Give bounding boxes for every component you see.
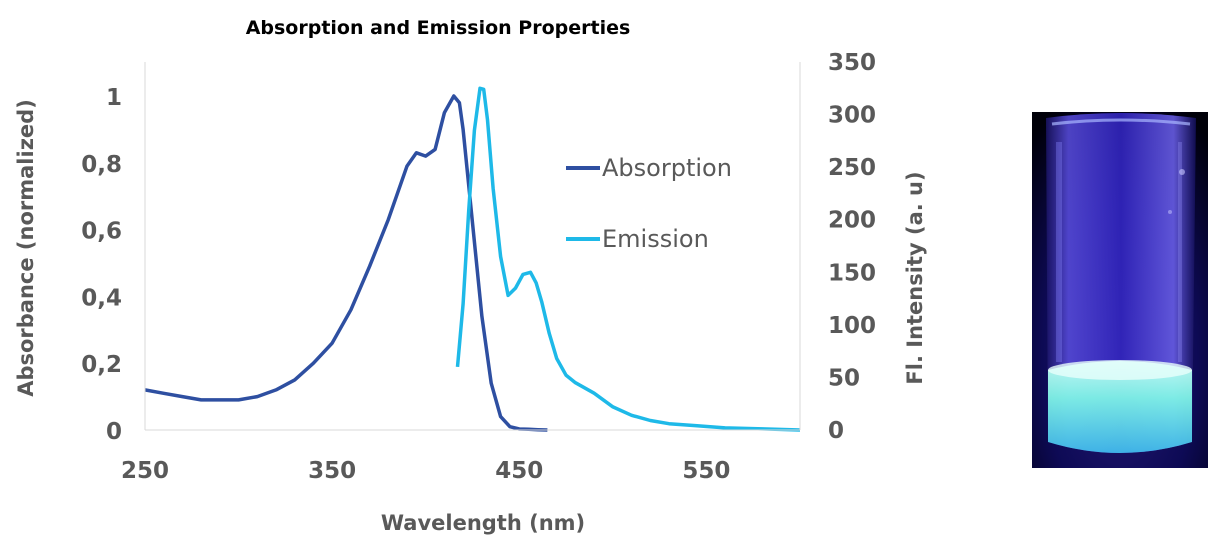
x-tick-label: 350 xyxy=(308,458,356,484)
x-tick-labels: 250 350 450 550 xyxy=(121,458,730,484)
legend-absorption-label: Absorption xyxy=(602,154,732,182)
x-axis-label: Wavelength (nm) xyxy=(381,511,585,535)
y2-tick-label: 150 xyxy=(828,260,876,286)
y-tick-label: 0 xyxy=(106,419,122,445)
y-tick-label: 0,4 xyxy=(81,285,122,311)
y-tick-label: 1 xyxy=(106,85,122,111)
x-tick-label: 250 xyxy=(121,458,169,484)
y2-tick-label: 100 xyxy=(828,313,876,339)
y2-tick-label: 300 xyxy=(828,103,876,129)
y-tick-label: 0,2 xyxy=(81,352,122,378)
legend-emission-label: Emission xyxy=(602,225,709,253)
y2-tick-labels: 0 50 100 150 200 250 300 350 xyxy=(828,50,876,444)
x-tick-label: 550 xyxy=(682,458,730,484)
series-line-emission xyxy=(455,86,801,432)
uv-fluorescent-vial-photo xyxy=(1032,112,1208,468)
chart-title: Absorption and Emission Properties xyxy=(246,17,631,39)
y2-tick-label: 250 xyxy=(828,155,876,181)
y2-axis-label: Fl. Intensity (a. u) xyxy=(903,171,927,384)
y-tick-labels: 0 0,2 0,4 0,6 0,8 1 xyxy=(81,85,122,445)
absorption-emission-chart: Absorption and Emission Properties 250 35… xyxy=(14,17,927,535)
y2-tick-label: 50 xyxy=(828,365,860,391)
y-tick-label: 0,6 xyxy=(81,219,122,245)
legend: Absorption Emission xyxy=(566,154,732,253)
y-axis-label: Absorbance (normalized) xyxy=(14,99,38,397)
y2-tick-label: 0 xyxy=(828,418,844,444)
y2-tick-label: 350 xyxy=(828,50,876,76)
y2-tick-label: 200 xyxy=(828,208,876,234)
plot-lines xyxy=(144,86,801,432)
x-tick-label: 450 xyxy=(495,458,543,484)
y-tick-label: 0,8 xyxy=(81,152,122,178)
series-line-absorption xyxy=(144,94,548,432)
